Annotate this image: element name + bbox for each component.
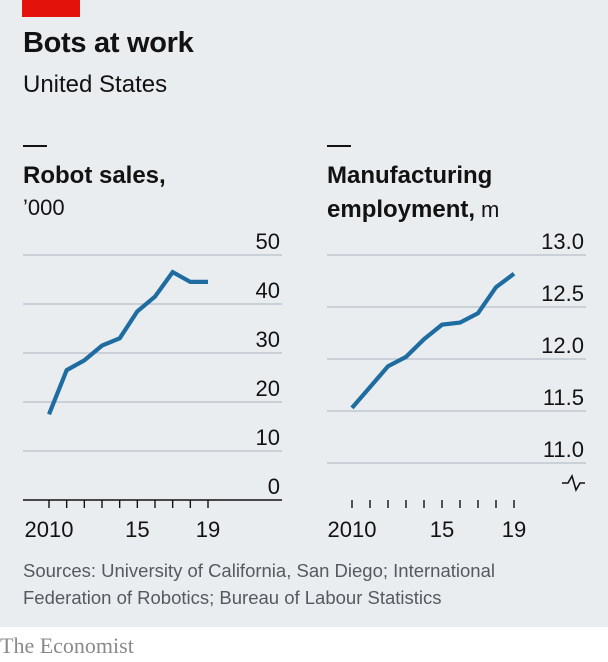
x-tick-label: 19 bbox=[502, 517, 526, 542]
y-tick-label: 20 bbox=[256, 376, 280, 401]
y-tick-label: 12.0 bbox=[541, 333, 584, 358]
axis-break-icon bbox=[562, 473, 585, 493]
panel-title-line2-bold: employment, bbox=[327, 196, 475, 223]
y-tick-label: 40 bbox=[256, 278, 280, 303]
x-tick-label: 15 bbox=[125, 517, 149, 542]
y-tick-label: 0 bbox=[268, 474, 280, 499]
y-tick-label: 12.5 bbox=[541, 281, 584, 306]
y-tick-labels: 13.0 12.5 12.0 11.5 11.0 bbox=[541, 229, 584, 462]
economist-logo-text: The Economist bbox=[0, 633, 134, 658]
series-line-path bbox=[350, 272, 516, 410]
brand-red-tag bbox=[22, 0, 80, 17]
panel-unit: ’000 bbox=[23, 195, 65, 220]
series-line bbox=[350, 272, 516, 410]
x-ticks: 2010 15 19 bbox=[25, 500, 220, 542]
chart-subtitle: United States bbox=[23, 71, 168, 98]
x-tick-label: 2010 bbox=[328, 517, 377, 542]
y-tick-label: 13.0 bbox=[541, 229, 584, 254]
panel-title: Manufacturing bbox=[327, 162, 492, 189]
y-tick-label: 11.0 bbox=[543, 437, 584, 462]
y-tick-label: 50 bbox=[256, 229, 280, 254]
x-ticks: 2010 15 19 bbox=[328, 500, 526, 542]
chart-card: Bots at work United States Robot sales, … bbox=[0, 0, 608, 627]
y-tick-label: 30 bbox=[256, 327, 280, 352]
y-tick-label: 10 bbox=[256, 425, 280, 450]
y-tick-labels: 50 40 30 20 10 0 bbox=[256, 229, 280, 499]
x-tick-label: 19 bbox=[196, 517, 220, 542]
chart-title: Bots at work bbox=[23, 27, 194, 59]
sources-note: Sources: University of California, San D… bbox=[23, 560, 495, 608]
panel-unit: m bbox=[481, 197, 499, 222]
x-tick-label: 15 bbox=[430, 517, 454, 542]
x-tick-label: 2010 bbox=[25, 517, 74, 542]
gridlines bbox=[327, 254, 586, 464]
panel-title-line2: employment, m bbox=[327, 196, 499, 223]
y-tick-label: 11.5 bbox=[543, 385, 584, 410]
panel-title: Robot sales, bbox=[23, 162, 166, 189]
panel-manufacturing-employment: Manufacturing employment, m 13.012.512.01… bbox=[327, 145, 586, 542]
series-line bbox=[47, 269, 208, 416]
series-line-path bbox=[47, 269, 208, 416]
